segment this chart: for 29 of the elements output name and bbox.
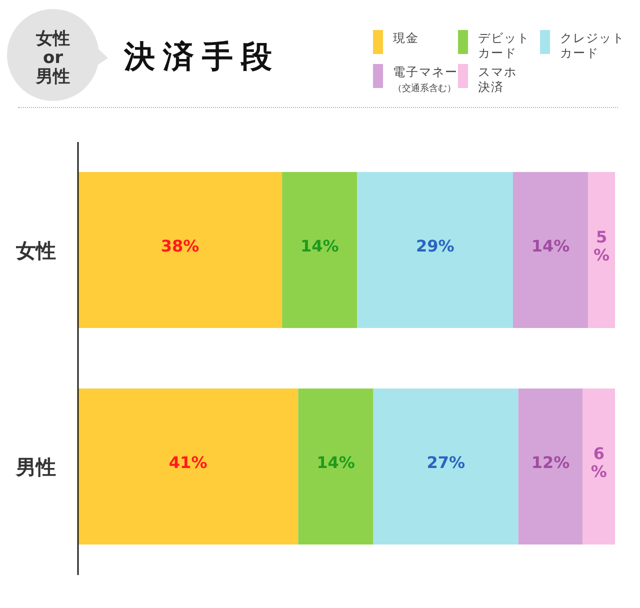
- bar: [582, 388, 615, 544]
- legend-label: デビットカード: [478, 31, 530, 60]
- legend-label: クレジットカード: [560, 31, 625, 60]
- bar: [298, 388, 374, 544]
- data-label: 27%: [426, 453, 465, 472]
- data-label: 38%: [160, 236, 200, 256]
- legend-label: 電子マネー（交通系含む）: [393, 65, 458, 94]
- legend-label: 現金: [393, 31, 419, 45]
- bar: [373, 388, 518, 544]
- data-label: 14%: [316, 453, 355, 472]
- data-label: 41%: [168, 453, 208, 472]
- legend-label: スマホ決済: [478, 65, 517, 94]
- y-tick-label: 女性: [15, 238, 56, 262]
- chart-title: 決済手段: [124, 38, 280, 77]
- data-label: 12%: [531, 453, 570, 472]
- bar: [518, 388, 583, 544]
- data-label: 6%: [590, 444, 607, 482]
- bar: [357, 172, 513, 328]
- text: 女性 or 男性: [34, 29, 71, 87]
- bar: [588, 172, 615, 328]
- data-label: 29%: [416, 236, 454, 256]
- bar: [78, 388, 298, 544]
- bar: [78, 172, 282, 328]
- data-label: 14%: [300, 236, 339, 256]
- data-label: 14%: [531, 236, 570, 256]
- data-label: 5%: [594, 227, 610, 265]
- bar: [282, 172, 358, 328]
- y-tick-label: 男性: [15, 454, 56, 479]
- bar: [512, 172, 588, 328]
